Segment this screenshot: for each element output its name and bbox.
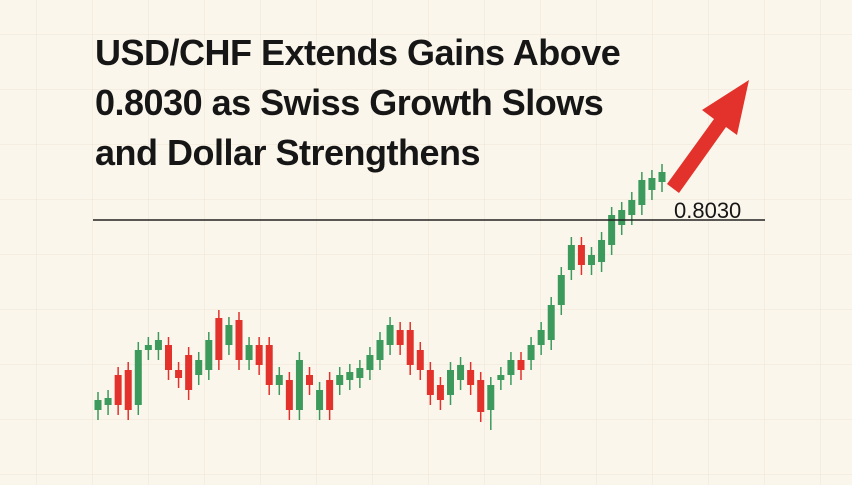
candle-body: [567, 245, 575, 270]
candle-body: [295, 360, 303, 410]
candle-body: [235, 320, 243, 360]
candle-body: [265, 345, 273, 385]
candle-body: [527, 345, 535, 360]
candle-body: [376, 340, 384, 360]
candle-body: [245, 345, 253, 360]
candle-body: [285, 380, 293, 410]
candle-body: [416, 350, 424, 370]
candle-body: [336, 375, 344, 385]
candle-body: [386, 325, 394, 345]
candle-body: [215, 318, 223, 360]
trend-arrow: [667, 80, 749, 193]
candle-body: [326, 380, 334, 410]
candle-body: [165, 345, 172, 370]
candle-body: [346, 372, 354, 380]
candle-body: [275, 375, 283, 385]
candle-body: [104, 398, 112, 405]
candle-body: [396, 330, 404, 345]
title-line: USD/CHF Extends Gains Above: [95, 32, 620, 73]
candle-body: [306, 375, 313, 385]
candle-body: [225, 325, 233, 345]
candle-body: [467, 370, 475, 385]
candle-body: [426, 370, 434, 395]
candle-body: [537, 330, 545, 345]
candle-body: [588, 255, 595, 265]
candle-body: [547, 305, 555, 340]
level-label: 0.8030: [674, 198, 741, 223]
title-line: 0.8030 as Swiss Growth Slows: [95, 82, 603, 123]
candle-body: [356, 368, 364, 378]
candle-body: [497, 375, 505, 380]
candle-body: [316, 390, 324, 410]
candle-body: [94, 400, 102, 410]
candle-body: [205, 340, 213, 370]
candle-body: [436, 385, 444, 400]
candle-body: [477, 380, 485, 412]
candle-body: [195, 360, 203, 375]
title-line: and Dollar Strengthens: [95, 132, 480, 173]
candle-body: [447, 370, 454, 395]
candle-body: [598, 240, 606, 262]
candle-body: [507, 360, 515, 375]
candle-body: [124, 370, 132, 410]
candle-body: [175, 370, 183, 378]
candle-body: [114, 375, 122, 405]
candle-body: [628, 200, 636, 215]
candle-body: [366, 355, 374, 370]
candle-body: [557, 275, 565, 305]
candle-body: [577, 245, 585, 265]
candle-body: [517, 360, 525, 370]
candle-body: [608, 215, 616, 245]
candle-body: [406, 330, 414, 365]
candle-body: [638, 180, 646, 205]
candle-body: [618, 210, 626, 225]
candle-body: [255, 345, 263, 365]
candle-body: [154, 340, 162, 350]
candle-body: [134, 350, 142, 405]
candle-body: [487, 385, 495, 410]
candle-body: [658, 172, 666, 182]
candle-body: [144, 345, 152, 350]
candle-body: [648, 178, 656, 190]
candle-body: [457, 365, 465, 380]
candle-body: [185, 355, 193, 390]
